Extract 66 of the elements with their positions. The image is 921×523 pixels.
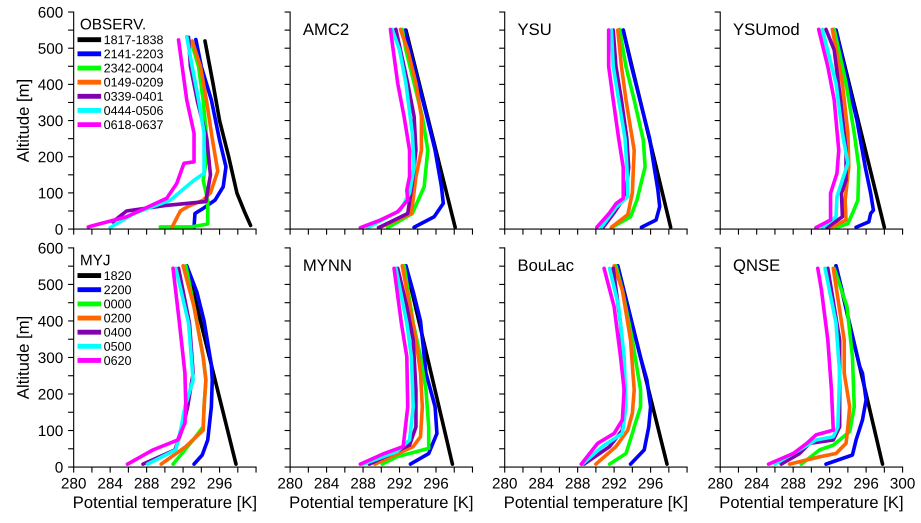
x-tick-label: 288 bbox=[566, 478, 590, 489]
legend-label: 2342-0004 bbox=[104, 64, 164, 73]
x-tick-label: 296 bbox=[854, 478, 878, 489]
text: AMC2 bbox=[302, 23, 348, 36]
y-tick-label: 400 bbox=[38, 79, 63, 90]
x-tick-label: 284 bbox=[529, 478, 554, 489]
y-tick-label: 300 bbox=[38, 352, 63, 364]
legend-label: 1820 bbox=[104, 271, 131, 280]
y-tick-label: 400 bbox=[38, 316, 63, 327]
legend-label: 0339-0401 bbox=[104, 92, 163, 101]
y-tick-label: 0 bbox=[55, 462, 63, 473]
x-tick-label: 280 bbox=[708, 478, 732, 489]
x-tick-label: 296 bbox=[638, 478, 663, 489]
y-tick-label: 100 bbox=[38, 425, 63, 436]
x-tick-label: 296 bbox=[208, 478, 232, 489]
legend-label: 0444-0506 bbox=[104, 106, 163, 115]
legend-label: 0149-0209 bbox=[104, 78, 163, 87]
x-tick-label: 284 bbox=[314, 478, 339, 489]
text: MYNN bbox=[304, 259, 351, 271]
line-series bbox=[159, 264, 208, 466]
x-axis-title: Potential temperature [K] bbox=[505, 496, 687, 512]
y-tick-label: 300 bbox=[38, 115, 63, 126]
x-tick-label: 284 bbox=[744, 478, 769, 489]
text: QNSE bbox=[734, 259, 780, 274]
y-axis-title: Altitude [m] bbox=[16, 80, 32, 162]
legend-label: 0500 bbox=[104, 342, 131, 351]
x-tick-label: 280 bbox=[492, 478, 517, 489]
y-tick-label: 0 bbox=[55, 224, 63, 235]
y-tick-label: 200 bbox=[38, 152, 63, 162]
x-tick-label: 292 bbox=[602, 478, 626, 489]
x-tick-label: 292 bbox=[171, 478, 196, 489]
line-series bbox=[170, 39, 220, 229]
x-tick-label: 284 bbox=[98, 478, 122, 489]
line-series bbox=[184, 264, 214, 466]
legend-label: 1817-1838 bbox=[104, 35, 163, 44]
x-axis-title: Potential temperature [K] bbox=[74, 496, 256, 512]
x-tick-label: 292 bbox=[388, 478, 412, 489]
x-tick-label: 280 bbox=[62, 478, 86, 489]
legend-label: 0200 bbox=[104, 314, 131, 323]
x-tick-label: 280 bbox=[278, 478, 302, 489]
y-tick-label: 600 bbox=[38, 242, 63, 254]
x-tick-label: 288 bbox=[351, 478, 376, 489]
legend-title: MYJ bbox=[81, 254, 110, 266]
legend-label: 0618-0637 bbox=[104, 120, 163, 130]
y-tick-label: 200 bbox=[38, 388, 63, 400]
legend-label: 0400 bbox=[104, 328, 131, 337]
text: YSU bbox=[518, 23, 550, 36]
x-tick-label: 288 bbox=[134, 478, 159, 489]
text: BouLac bbox=[518, 259, 574, 272]
x-tick-label: 292 bbox=[818, 478, 842, 489]
text: YSUmod bbox=[733, 22, 799, 36]
x-tick-label: 288 bbox=[781, 478, 806, 489]
y-tick-label: 100 bbox=[38, 188, 63, 199]
legend-label: 0620 bbox=[104, 356, 131, 365]
x-tick-label: 296 bbox=[424, 478, 448, 489]
y-tick-label: 600 bbox=[38, 6, 63, 18]
legend-label: 2200 bbox=[104, 285, 131, 294]
y-tick-label: 500 bbox=[38, 279, 63, 290]
legend-title: OBSERV. bbox=[80, 18, 145, 30]
legend-label: 2141-2203 bbox=[104, 50, 163, 58]
y-axis-title: Altitude [m] bbox=[16, 316, 32, 400]
x-axis-title: Potential temperature [K] bbox=[720, 496, 902, 512]
x-tick-label: 300 bbox=[890, 478, 915, 489]
legend-label: 0000 bbox=[104, 300, 131, 308]
y-tick-label: 500 bbox=[38, 43, 63, 54]
x-axis-title: Potential temperature [K] bbox=[290, 496, 472, 512]
